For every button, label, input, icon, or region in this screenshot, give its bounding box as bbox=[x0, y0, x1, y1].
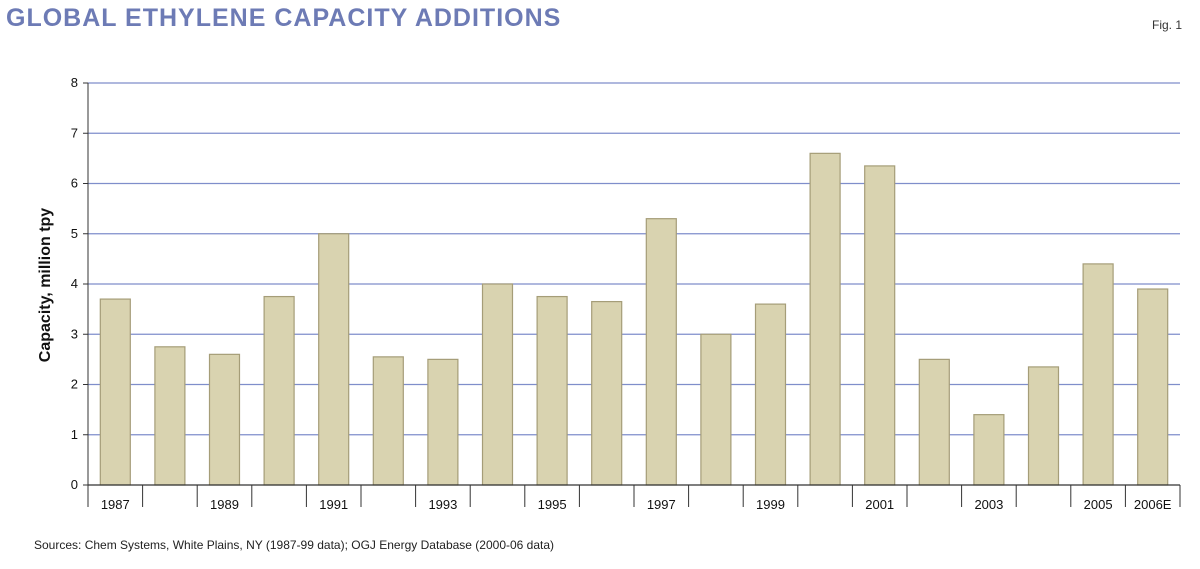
y-axis-label: Capacity, million tpy bbox=[37, 208, 54, 363]
bar-1999 bbox=[754, 303, 787, 486]
source-note: Sources: Chem Systems, White Plains, NY … bbox=[34, 538, 555, 552]
y-tick-label-3: 3 bbox=[71, 326, 78, 341]
bar-1994 bbox=[481, 283, 514, 486]
bar-2000 bbox=[809, 152, 841, 486]
y-tick-label-0: 0 bbox=[71, 477, 78, 492]
bar-1989 bbox=[208, 353, 241, 486]
x-tick-label-1997: 1997 bbox=[647, 497, 676, 512]
y-tick-label-8: 8 bbox=[71, 75, 78, 90]
bar-2005 bbox=[1082, 263, 1114, 486]
grid-lines bbox=[88, 82, 1180, 436]
bar-2001 bbox=[864, 165, 896, 486]
bar-1998 bbox=[700, 333, 732, 486]
x-tick-label-1989: 1989 bbox=[210, 497, 239, 512]
bar-2006E bbox=[1137, 288, 1169, 486]
bar-2002 bbox=[918, 358, 950, 486]
bar-1992 bbox=[372, 356, 404, 486]
x-tick-label-1999: 1999 bbox=[756, 497, 785, 512]
bar-1995 bbox=[536, 295, 568, 486]
bar-1991 bbox=[318, 233, 350, 486]
x-tick-label-1987: 1987 bbox=[101, 497, 130, 512]
x-tick-label-1995: 1995 bbox=[538, 497, 567, 512]
bar-2003 bbox=[973, 414, 1005, 486]
x-tick-label-2003: 2003 bbox=[974, 497, 1003, 512]
y-tick-label-1: 1 bbox=[71, 427, 78, 442]
bar-1988 bbox=[154, 346, 186, 486]
bar-2004 bbox=[1027, 366, 1060, 486]
bar-1990 bbox=[263, 295, 295, 486]
bar-1997 bbox=[645, 218, 677, 486]
x-tick-label-2006E: 2006E bbox=[1134, 497, 1172, 512]
y-tick-label-5: 5 bbox=[71, 226, 78, 241]
x-tick-label-2005: 2005 bbox=[1084, 497, 1113, 512]
y-tick-label-2: 2 bbox=[71, 377, 78, 392]
bar-1996 bbox=[591, 300, 623, 486]
x-tick-label-2001: 2001 bbox=[865, 497, 894, 512]
figure-label: Fig. 1 bbox=[1151, 18, 1182, 32]
axes: 0 1 2 3 4 5 6 7 8 1987 1989 1991 1993 1995 1997 1999 200… bbox=[71, 75, 1181, 512]
x-tick-label-1993: 1993 bbox=[428, 497, 457, 512]
x-tick-label-1991: 1991 bbox=[319, 497, 348, 512]
y-tick-label-4: 4 bbox=[71, 276, 78, 291]
y-tick-label-7: 7 bbox=[71, 125, 78, 140]
bars bbox=[99, 152, 1169, 486]
bar-1993 bbox=[427, 358, 459, 486]
y-tick-label-6: 6 bbox=[71, 176, 78, 191]
bar-1987 bbox=[99, 298, 131, 486]
chart-title: Global ethylene capacity additions bbox=[6, 4, 562, 32]
